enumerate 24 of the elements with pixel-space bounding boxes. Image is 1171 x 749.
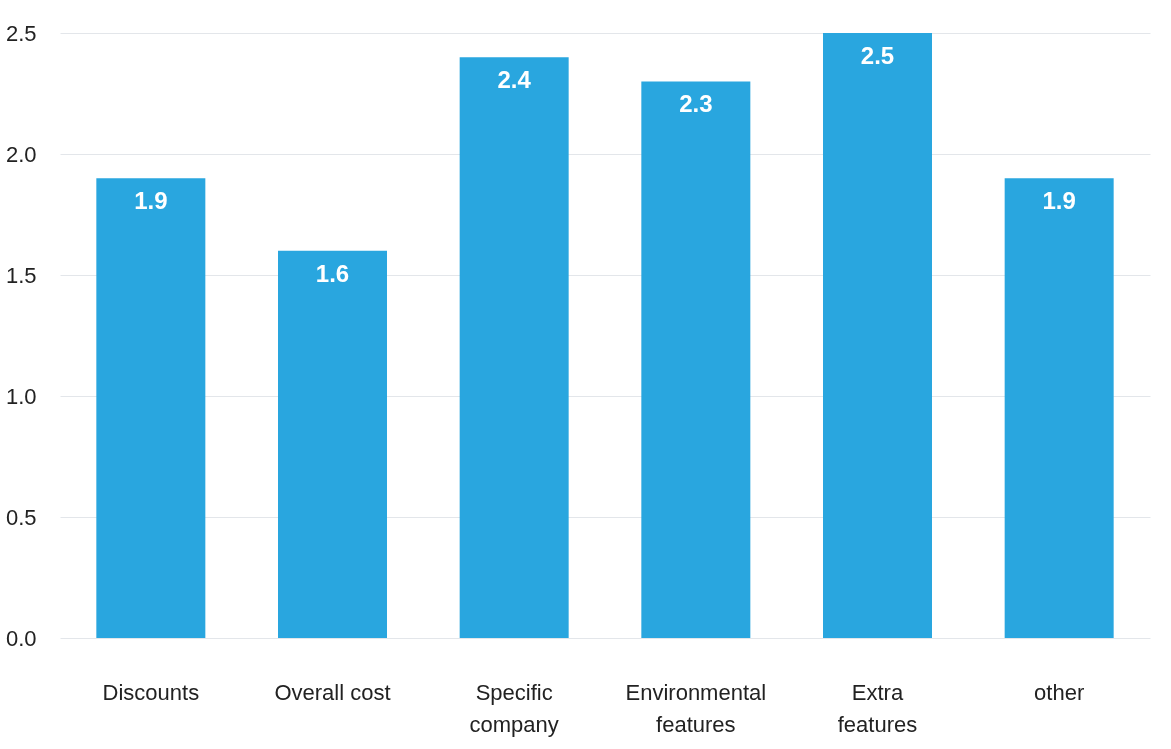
data-label: 2.3 — [679, 90, 713, 118]
x-tick-label: Extra features — [837, 679, 918, 737]
y-tick-label: 0.5 — [5, 504, 37, 530]
x-tick-label: Specific company — [469, 679, 559, 737]
data-label: 2.5 — [860, 42, 895, 69]
bar — [278, 250, 387, 638]
bar — [641, 81, 751, 638]
bar — [96, 178, 206, 638]
y-tick-label: 2.5 — [5, 20, 37, 46]
y-tick-label: 1.0 — [5, 383, 37, 409]
x-tick-label: Overall cost — [274, 679, 391, 705]
bar — [1004, 178, 1114, 638]
y-tick-label: 0.0 — [5, 625, 37, 651]
x-tick-label: Environmental features — [625, 679, 767, 737]
data-label: 1.9 — [134, 187, 168, 215]
bar — [459, 57, 569, 638]
y-tick-label: 1.5 — [5, 262, 37, 288]
bar — [823, 33, 932, 638]
data-label: 1.6 — [315, 259, 350, 287]
x-tick-label: other — [1034, 679, 1085, 705]
data-label: 2.4 — [497, 66, 532, 94]
data-label: 1.9 — [1042, 187, 1076, 215]
x-tick-label: Discounts — [102, 679, 200, 705]
y-tick-label: 2.0 — [5, 141, 37, 167]
